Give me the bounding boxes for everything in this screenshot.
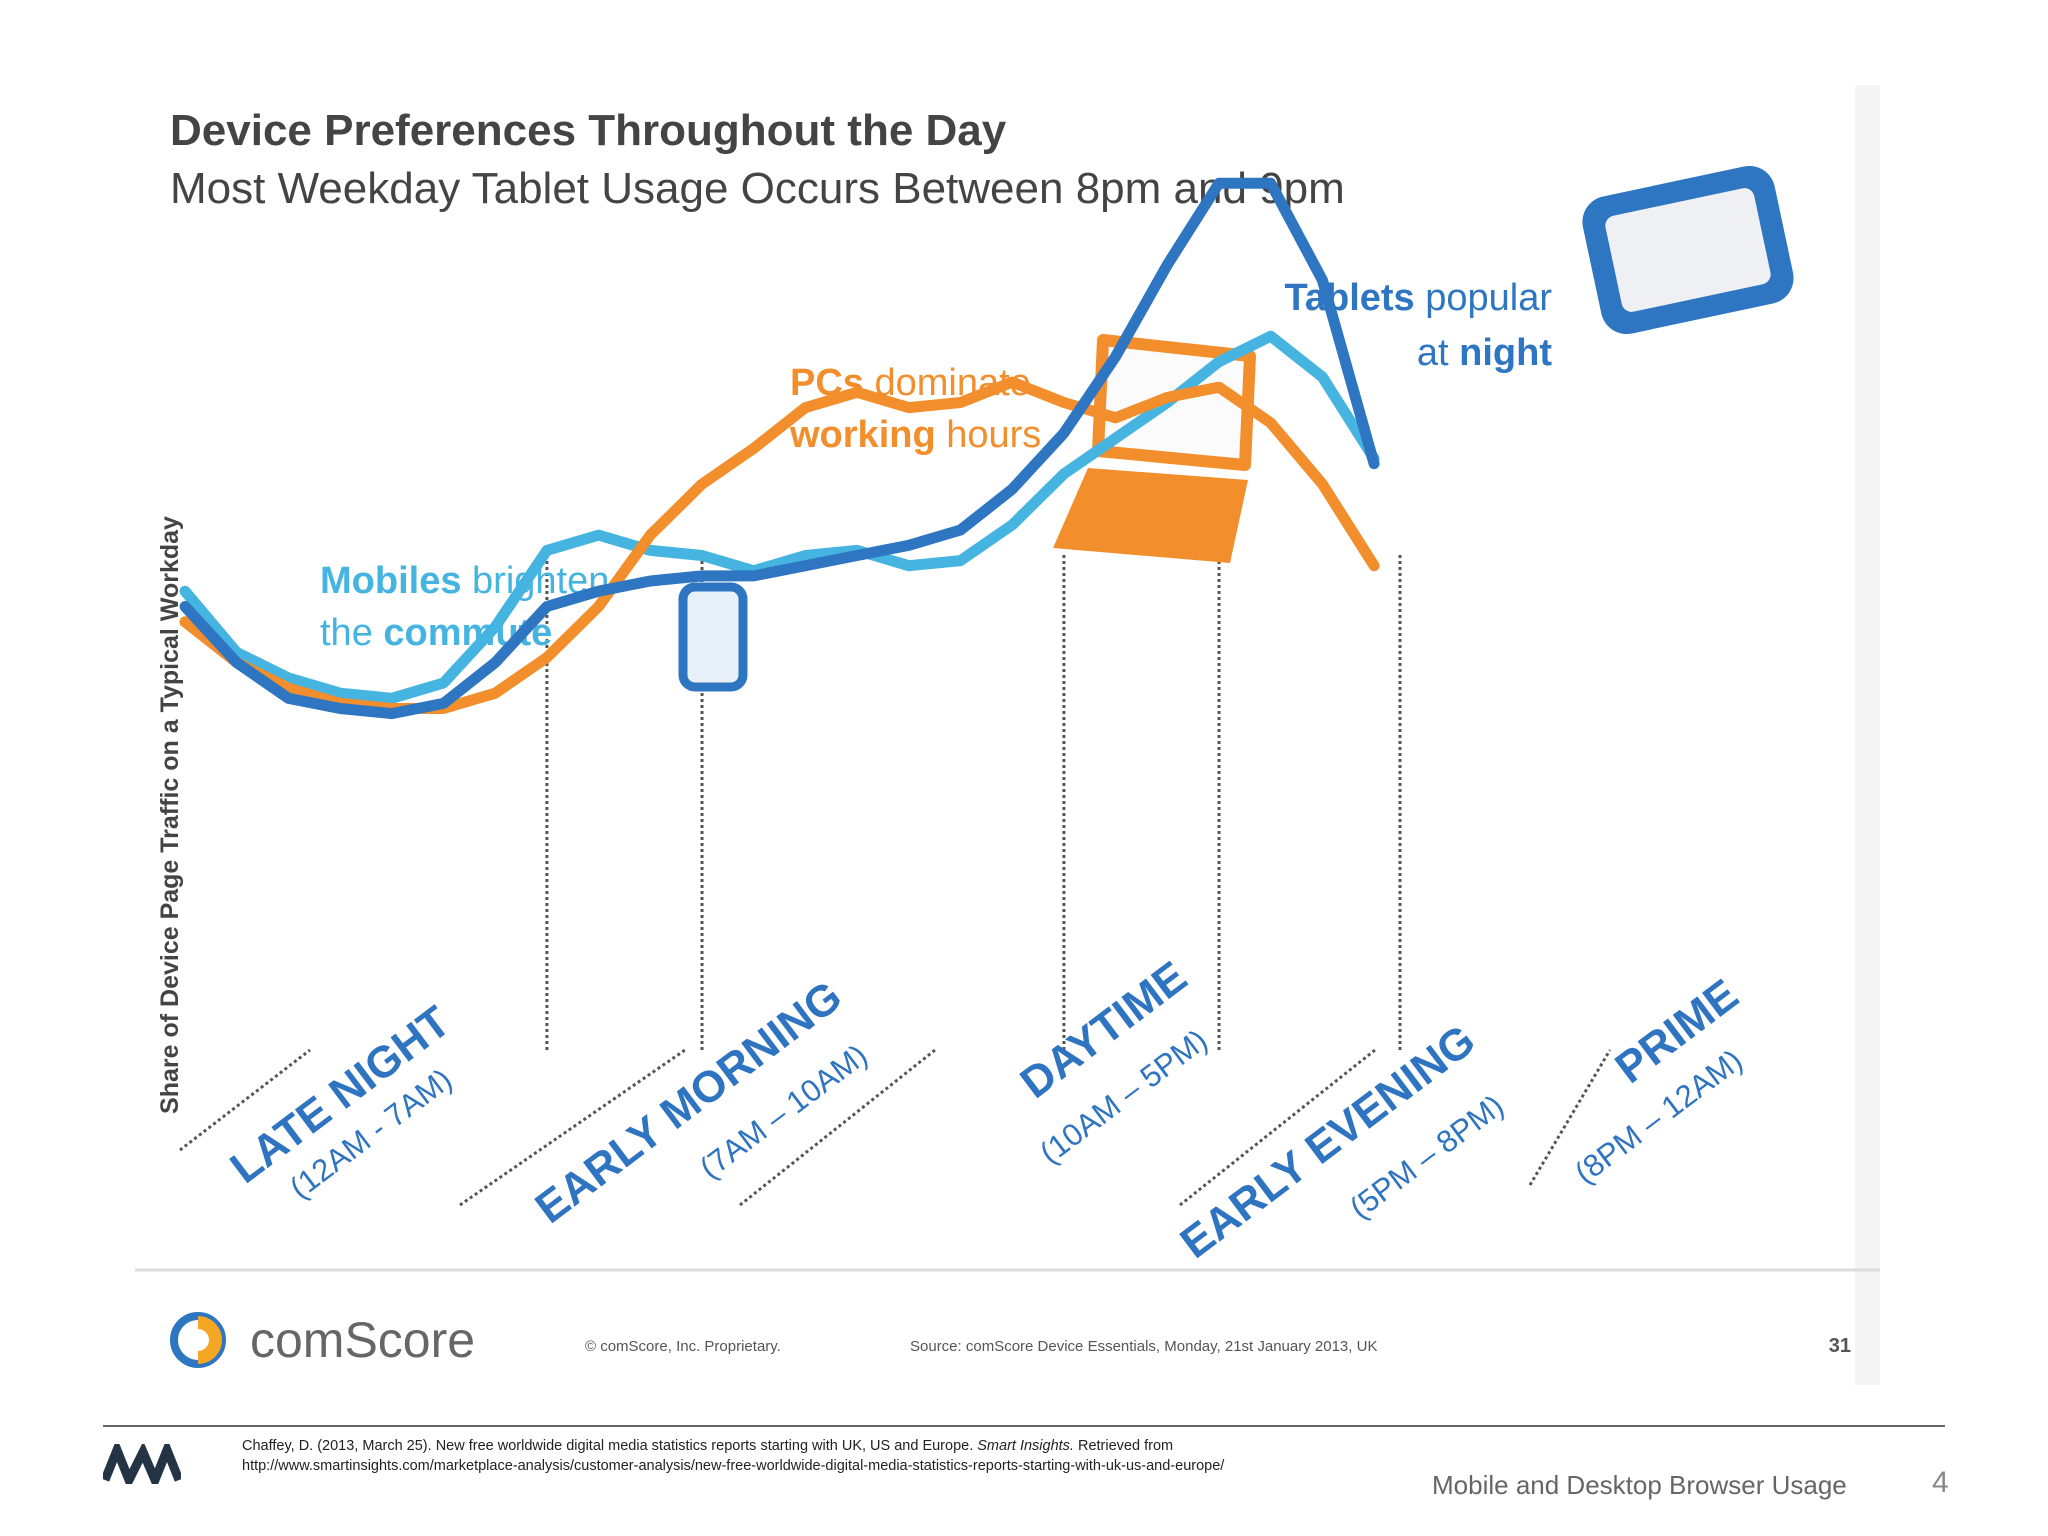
tablet-series-line	[179, 177, 1380, 720]
band-labels: LATE NIGHT(12AM - 7AM) EARLY MORNING(7AM …	[222, 952, 1749, 1268]
slide-copyright: © comScore, Inc. Proprietary.	[585, 1338, 781, 1355]
y-axis-label: Share of Device Page Traffic on a Typica…	[156, 516, 184, 1114]
citation-retrieved: Retrieved from	[1073, 1438, 1174, 1454]
chart-title: Device Preferences Throughout the Day	[170, 106, 1007, 155]
mobiles-annotation-line2: the commute	[320, 612, 552, 654]
mobiles-rest2: the	[320, 612, 383, 654]
tablets-rest: popular	[1415, 277, 1553, 319]
slide-number: 31	[1829, 1335, 1851, 1357]
mobile-icon	[678, 582, 748, 692]
pcs-annotation-line2: working hours	[789, 414, 1041, 456]
footer-title: Mobile and Desktop Browser Usage	[1432, 1470, 1847, 1500]
tablets-annotation-line2: at night	[1417, 332, 1552, 374]
page-number: 4	[1932, 1466, 1949, 1499]
series-lines	[179, 177, 1380, 720]
tablets-strong: Tablets	[1284, 277, 1414, 319]
tablet-icon	[1582, 165, 1794, 335]
tablets-annotation-line1: Tablets popular	[1284, 277, 1552, 319]
slide-source: Source: comScore Device Essentials, Mond…	[910, 1338, 1377, 1355]
device-preferences-chart: Device Preferences Throughout the Day Mo…	[135, 85, 1880, 1385]
footer-logo-icon	[103, 1444, 181, 1484]
citation-text: Chaffey, D. (2013, March 25). New free w…	[242, 1438, 978, 1454]
pcs-rest2: hours	[936, 414, 1042, 456]
comscore-brand: comScore	[250, 1312, 475, 1368]
laptop-icon	[1053, 334, 1256, 563]
footer-divider	[103, 1425, 1945, 1427]
citation: Chaffey, D. (2013, March 25). New free w…	[242, 1436, 1232, 1476]
citation-journal: Smart Insights.	[977, 1438, 1074, 1454]
comscore-logo-icon	[170, 1312, 226, 1368]
band-baseline	[1528, 1049, 1612, 1186]
tablets-strong2: night	[1459, 332, 1552, 374]
slide-image: Device Preferences Throughout the Day Mo…	[135, 85, 1880, 1385]
pcs-strong2: working	[789, 414, 936, 456]
tablets-rest2: at	[1417, 332, 1459, 374]
mobiles-strong: Mobiles	[320, 560, 461, 602]
band-separators	[179, 555, 1612, 1207]
chart-subtitle: Most Weekday Tablet Usage Occurs Between…	[170, 164, 1345, 213]
citation-url[interactable]: http://www.smartinsights.com/marketplace…	[242, 1458, 1225, 1474]
